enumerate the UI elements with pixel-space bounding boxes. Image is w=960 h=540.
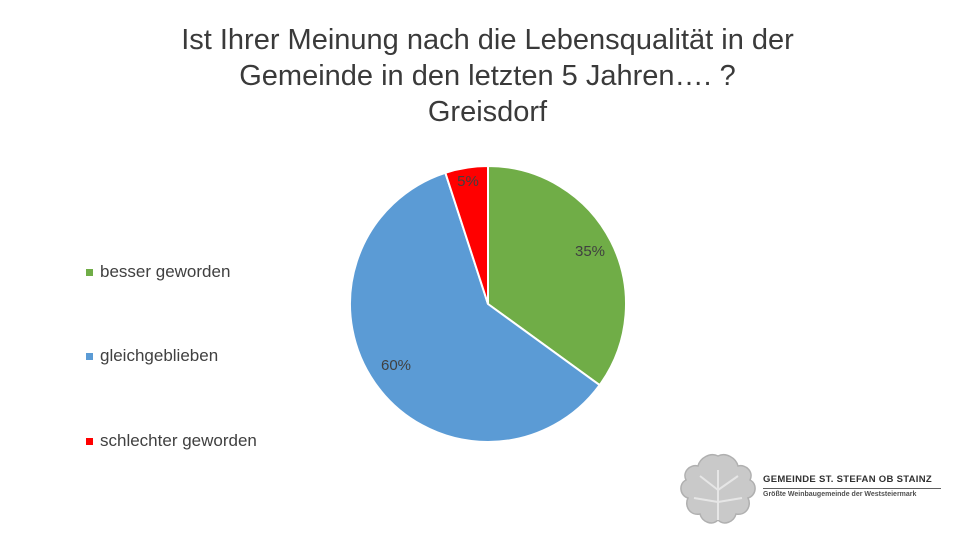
- legend-label: gleichgeblieben: [100, 346, 219, 365]
- pie-slice-0: [487, 164, 627, 387]
- pie-slice-2: [444, 164, 489, 305]
- logo-divider: [763, 488, 941, 489]
- title-line-2: Gemeinde in den letzten 5 Jahren…. ?: [239, 60, 736, 92]
- title-line-3: Greisdorf: [427, 96, 548, 128]
- legend-swatch: [86, 437, 93, 445]
- municipality-logo: GEMEINDE ST. STEFAN OB STAINZ Größte Wei…: [676, 450, 946, 530]
- pie-slice-1: [348, 171, 602, 443]
- logo-subtitle: Größte Weinbaugemeinde der Weststeiermar…: [763, 491, 917, 498]
- legend-item-schlechter: schlechter geworden: [86, 431, 257, 451]
- data-label-1: 60%: [381, 357, 411, 374]
- title-line-1: Ist Ihrer Meinung nach die Lebensqualitä…: [181, 24, 794, 56]
- grape-leaf-icon: [680, 454, 756, 524]
- logo-title: GEMEINDE ST. STEFAN OB STAINZ: [763, 474, 932, 485]
- data-label-0: 35%: [575, 243, 605, 260]
- chart-title: Ist Ihrer Meinung nach die Lebensqualitä…: [0, 22, 960, 130]
- legend-label: besser geworden: [100, 262, 231, 281]
- data-label-2: 5%: [457, 173, 479, 190]
- legend-swatch: [86, 352, 93, 360]
- legend-swatch: [86, 268, 93, 276]
- legend-item-gleich: gleichgeblieben: [86, 346, 218, 366]
- legend-item-besser: besser geworden: [86, 262, 230, 282]
- legend-label: schlechter geworden: [100, 431, 257, 450]
